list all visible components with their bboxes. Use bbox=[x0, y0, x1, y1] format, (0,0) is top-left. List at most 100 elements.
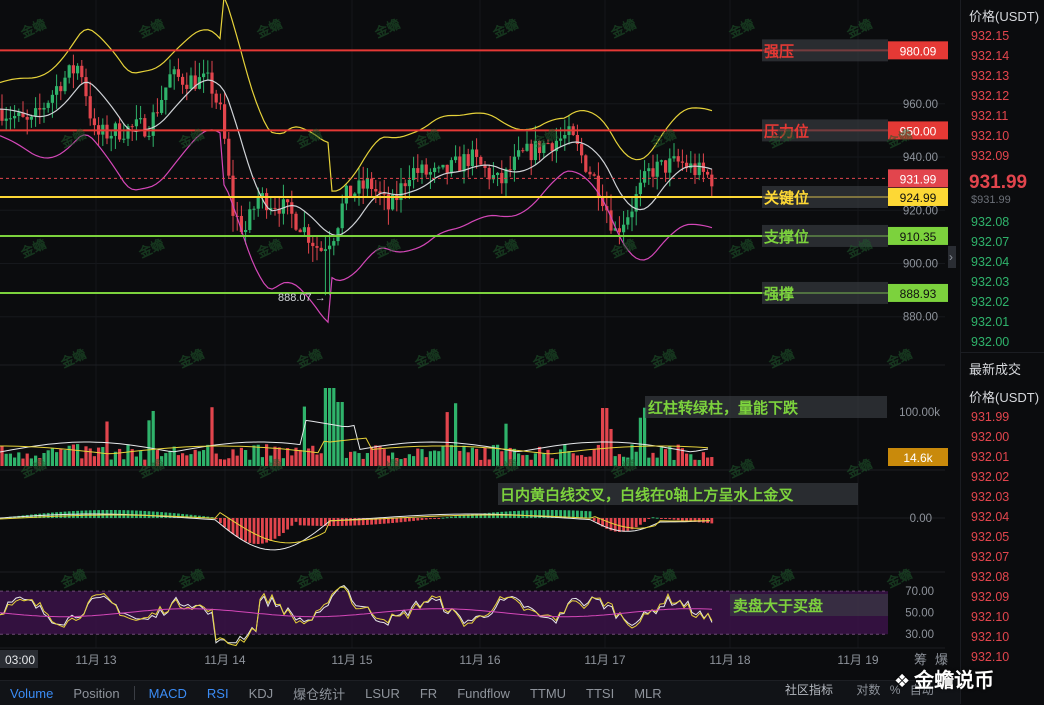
trade-price-row[interactable]: 932.01 bbox=[971, 450, 1010, 464]
trade-price-row[interactable]: 932.02 bbox=[971, 470, 1010, 484]
ask-price-row[interactable]: 932.10 bbox=[971, 129, 1010, 143]
candle-body bbox=[294, 213, 298, 230]
volume-bar bbox=[202, 450, 206, 466]
tab-volume[interactable]: Volume bbox=[10, 685, 54, 701]
macd-histogram-bar bbox=[458, 515, 462, 518]
volume-bar bbox=[97, 447, 101, 466]
volume-bar bbox=[260, 457, 264, 466]
ask-price-row[interactable]: 932.13 bbox=[971, 69, 1010, 83]
candle-body bbox=[260, 193, 264, 197]
macd-histogram-bar bbox=[525, 510, 529, 518]
candle-body bbox=[181, 76, 185, 85]
trade-price-row[interactable]: 932.00 bbox=[971, 430, 1010, 444]
tab-rsi[interactable]: RSI bbox=[206, 685, 229, 701]
trades-title[interactable]: 最新成交 bbox=[961, 352, 1044, 381]
volume-bar bbox=[84, 446, 88, 466]
rsi-tick-label: 50.00 bbox=[905, 608, 934, 620]
volume-bar bbox=[172, 446, 176, 466]
tab-爆仓统计[interactable]: 爆仓统计 bbox=[293, 686, 346, 702]
volume-bar bbox=[529, 459, 533, 466]
candle-body bbox=[29, 116, 33, 120]
trade-price-row[interactable]: 932.05 bbox=[971, 530, 1010, 544]
macd-histogram-bar bbox=[345, 518, 348, 526]
bid-price-row[interactable]: 932.07 bbox=[971, 235, 1010, 249]
macd-histogram-bar bbox=[395, 518, 399, 523]
bid-price-row[interactable]: 932.01 bbox=[971, 315, 1010, 329]
tab-ttmu[interactable]: TTMU bbox=[529, 685, 567, 701]
volume-bar bbox=[21, 458, 25, 466]
candle-body bbox=[265, 193, 269, 211]
tab-mlr[interactable]: MLR bbox=[634, 685, 662, 701]
low-price-marker: 888.07 → bbox=[278, 292, 326, 304]
macd-histogram-bar bbox=[672, 518, 676, 520]
volume-bar bbox=[101, 447, 105, 466]
trade-price-row[interactable]: 932.04 bbox=[971, 510, 1010, 524]
ask-price-row[interactable]: 932.09 bbox=[971, 149, 1010, 163]
bid-price-row[interactable]: 932.02 bbox=[971, 295, 1010, 309]
bid-price-row[interactable]: 932.00 bbox=[971, 335, 1010, 349]
trade-price-row[interactable]: 932.03 bbox=[971, 490, 1010, 504]
trade-price-row[interactable]: 932.09 bbox=[971, 590, 1010, 604]
trade-price-row[interactable]: 932.07 bbox=[971, 550, 1010, 564]
tab-fr[interactable]: FR bbox=[419, 685, 438, 701]
macd-histogram-bar bbox=[483, 513, 487, 518]
candle-body bbox=[596, 175, 600, 197]
volume-bar bbox=[433, 450, 437, 466]
volume-bar bbox=[403, 458, 407, 466]
candle-body bbox=[340, 203, 344, 229]
time-tick-label: 11月 17 bbox=[584, 653, 625, 667]
trade-price-row[interactable]: 932.10 bbox=[971, 650, 1010, 664]
tab-fundflow[interactable]: Fundflow bbox=[457, 685, 510, 701]
trade-price-row[interactable]: 932.10 bbox=[971, 630, 1010, 644]
candle-body bbox=[80, 65, 84, 78]
volume-bar bbox=[424, 457, 428, 466]
volume-bar bbox=[399, 459, 403, 466]
truncated-label-log[interactable]: 对数 bbox=[856, 683, 881, 697]
tab-macd[interactable]: MACD bbox=[148, 685, 187, 701]
volume-bar bbox=[466, 452, 470, 466]
kline-chart[interactable]: 强压 980.09 压力位 950.00 关键位 924.99 支撑位 910.35 强撑 888… bbox=[0, 0, 960, 680]
macd-histogram-bar bbox=[130, 510, 134, 518]
trade-price-row[interactable]: 932.10 bbox=[971, 610, 1010, 624]
truncated-label-percent[interactable]: % bbox=[889, 683, 901, 697]
chart-area[interactable]: 强压 980.09 压力位 950.00 关键位 924.99 支撑位 910.35 强撑 888… bbox=[0, 0, 960, 680]
bid-price-row[interactable]: 932.04 bbox=[971, 255, 1010, 269]
ask-price-row[interactable]: 932.11 bbox=[971, 109, 1009, 123]
volume-bar bbox=[651, 452, 655, 466]
tab-ttsi[interactable]: TTSI bbox=[586, 685, 615, 701]
tab-kdj[interactable]: KDJ bbox=[248, 685, 274, 701]
candle-body bbox=[92, 118, 96, 126]
macd-histogram-bar bbox=[622, 518, 625, 532]
bid-price-row[interactable]: 932.03 bbox=[971, 275, 1010, 289]
ask-price-row[interactable]: 932.15 bbox=[971, 29, 1010, 43]
trade-price-row[interactable]: 932.08 bbox=[971, 570, 1010, 584]
macd-histogram-bar bbox=[273, 518, 277, 539]
volume-bar bbox=[193, 449, 197, 466]
macd-histogram-bar bbox=[605, 518, 609, 529]
volume-bar bbox=[617, 454, 621, 466]
candle-body bbox=[357, 180, 361, 194]
tab-lsur[interactable]: LSUR bbox=[365, 685, 400, 701]
candle-body bbox=[407, 179, 411, 187]
volume-bar bbox=[521, 455, 525, 466]
volume-bar bbox=[302, 406, 306, 466]
truncated-label-auto[interactable]: 自动 bbox=[909, 683, 934, 697]
candle-body bbox=[0, 109, 4, 121]
community-indicators-button[interactable]: 社区指标 对数 % 自动 bbox=[785, 681, 934, 698]
tab-position[interactable]: Position bbox=[73, 685, 120, 701]
macd-histogram-bar bbox=[542, 510, 546, 518]
candle-body bbox=[491, 175, 495, 180]
level-label-bg bbox=[762, 119, 888, 142]
candle-body bbox=[302, 227, 306, 233]
macd-histogram-bar bbox=[172, 513, 176, 518]
trade-price-row[interactable]: 931.99 bbox=[971, 410, 1010, 424]
candle-body bbox=[412, 168, 416, 180]
ask-price-row[interactable]: 932.14 bbox=[971, 49, 1010, 63]
bid-price-row[interactable]: 932.08 bbox=[971, 215, 1010, 229]
ask-price-row[interactable]: 932.12 bbox=[971, 89, 1010, 103]
volume-bar bbox=[655, 457, 659, 466]
macd-histogram-bar bbox=[475, 513, 478, 518]
volume-bar bbox=[668, 446, 672, 466]
time-tick-label: 11月 16 bbox=[459, 653, 500, 667]
macd-histogram-bar bbox=[437, 518, 441, 519]
